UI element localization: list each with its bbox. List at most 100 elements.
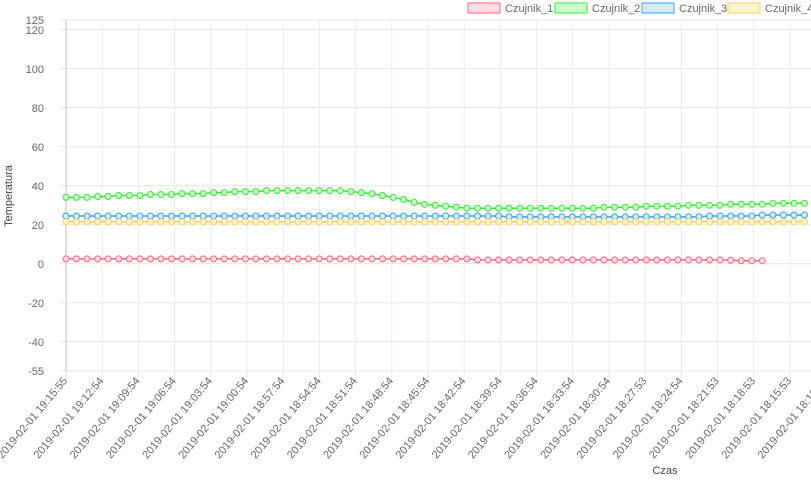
legend-item-Czujnik_2[interactable]: Czujnik_2 <box>554 2 640 15</box>
data-point[interactable] <box>241 218 249 226</box>
data-point[interactable] <box>210 255 218 263</box>
data-point[interactable] <box>157 191 165 198</box>
legend-label[interactable]: Czujnik_3 <box>679 3 727 15</box>
data-point[interactable] <box>642 202 650 210</box>
data-point[interactable] <box>199 218 207 226</box>
data-point[interactable] <box>178 212 186 220</box>
data-point[interactable] <box>558 218 566 226</box>
data-point[interactable] <box>252 188 260 196</box>
data-point[interactable] <box>801 199 808 207</box>
data-point[interactable] <box>505 218 513 226</box>
legend-item-Czujnik_3[interactable]: Czujnik_3 <box>641 2 727 15</box>
data-point[interactable] <box>558 204 566 212</box>
data-point[interactable] <box>210 218 218 226</box>
data-point[interactable] <box>284 187 292 195</box>
data-point[interactable] <box>263 212 270 220</box>
data-point[interactable] <box>220 218 228 226</box>
data-point[interactable] <box>547 218 555 226</box>
data-point[interactable] <box>241 212 249 220</box>
data-point[interactable] <box>273 187 281 195</box>
data-point[interactable] <box>590 218 597 226</box>
data-point[interactable] <box>442 255 450 263</box>
data-point[interactable] <box>252 212 260 220</box>
data-point[interactable] <box>695 201 703 209</box>
data-point[interactable] <box>125 192 133 199</box>
data-point[interactable] <box>389 218 397 226</box>
data-point[interactable] <box>600 218 608 226</box>
data-point[interactable] <box>104 255 112 263</box>
legend-item-Czujnik_1[interactable]: Czujnik_1 <box>467 2 553 15</box>
data-point[interactable] <box>241 188 249 196</box>
data-point[interactable] <box>368 190 376 198</box>
data-point[interactable] <box>231 212 239 220</box>
data-point[interactable] <box>305 255 313 263</box>
data-point[interactable] <box>706 201 714 209</box>
data-point[interactable] <box>220 212 228 220</box>
data-point[interactable] <box>547 204 555 212</box>
data-point[interactable] <box>315 212 323 220</box>
data-point[interactable] <box>136 255 144 263</box>
data-point[interactable] <box>115 218 123 226</box>
data-point[interactable] <box>62 255 70 263</box>
data-point[interactable] <box>769 211 777 219</box>
legend-swatch[interactable] <box>467 2 501 14</box>
data-point[interactable] <box>136 212 144 220</box>
data-point[interactable] <box>442 212 450 220</box>
data-point[interactable] <box>189 212 197 220</box>
data-point[interactable] <box>421 255 429 263</box>
data-point[interactable] <box>505 256 513 264</box>
data-point[interactable] <box>611 203 619 211</box>
data-point[interactable] <box>758 200 766 208</box>
data-point[interactable] <box>368 212 376 220</box>
data-point[interactable] <box>463 218 471 226</box>
data-point[interactable] <box>379 192 386 199</box>
data-point[interactable] <box>336 212 344 220</box>
data-point[interactable] <box>104 212 112 220</box>
data-point[interactable] <box>484 212 492 220</box>
data-point[interactable] <box>748 200 756 208</box>
data-point[interactable] <box>474 212 481 220</box>
data-point[interactable] <box>431 212 439 220</box>
data-point[interactable] <box>357 218 365 226</box>
data-point[interactable] <box>452 218 460 226</box>
data-point[interactable] <box>516 204 524 212</box>
data-point[interactable] <box>326 187 334 195</box>
legend-label[interactable]: Czujnik_1 <box>505 3 553 15</box>
data-point[interactable] <box>706 218 714 226</box>
data-point[interactable] <box>252 255 260 263</box>
data-point[interactable] <box>263 218 270 226</box>
data-point[interactable] <box>495 256 503 264</box>
data-point[interactable] <box>748 218 756 226</box>
data-point[interactable] <box>621 218 629 226</box>
data-point[interactable] <box>379 212 386 220</box>
data-point[interactable] <box>769 199 777 207</box>
data-point[interactable] <box>83 193 91 201</box>
data-point[interactable] <box>294 218 302 226</box>
data-point[interactable] <box>484 204 492 212</box>
data-point[interactable] <box>400 255 408 263</box>
data-point[interactable] <box>727 200 735 208</box>
data-point[interactable] <box>685 201 692 209</box>
data-point[interactable] <box>94 212 102 220</box>
data-point[interactable] <box>410 198 418 206</box>
data-point[interactable] <box>62 212 70 220</box>
data-point[interactable] <box>579 256 587 264</box>
data-point[interactable] <box>505 204 513 212</box>
data-point[interactable] <box>389 212 397 220</box>
data-point[interactable] <box>389 255 397 263</box>
data-point[interactable] <box>389 193 397 201</box>
data-point[interactable] <box>241 255 249 263</box>
data-point[interactable] <box>210 212 218 220</box>
data-point[interactable] <box>83 218 91 226</box>
data-point[interactable] <box>410 255 418 263</box>
data-point[interactable] <box>790 211 798 219</box>
data-point[interactable] <box>168 255 175 263</box>
data-point[interactable] <box>73 218 80 226</box>
data-point[interactable] <box>495 218 503 226</box>
data-point[interactable] <box>642 256 650 264</box>
data-point[interactable] <box>146 255 154 263</box>
data-point[interactable] <box>621 203 629 211</box>
data-point[interactable] <box>452 203 460 211</box>
data-point[interactable] <box>568 256 576 264</box>
data-point[interactable] <box>727 218 735 226</box>
